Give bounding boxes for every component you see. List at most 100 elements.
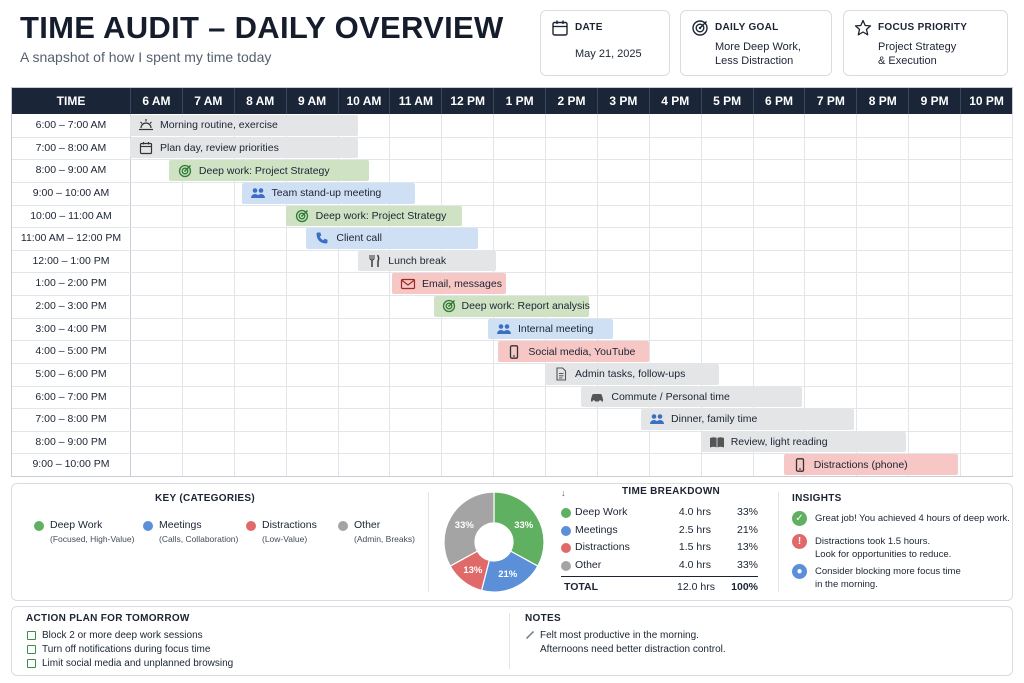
- total-hours: 12.0 hrs: [677, 581, 715, 593]
- alert-icon: !: [792, 534, 807, 549]
- insights-title: INSIGHTS: [792, 493, 842, 504]
- grid-line: [12, 295, 1012, 296]
- activity-label: Client call: [336, 232, 382, 245]
- lightbulb-icon: ●: [792, 564, 807, 579]
- breakdown-dot: [561, 525, 571, 536]
- activity-block[interactable]: Team stand-up meeting: [241, 182, 416, 204]
- grid-line: [12, 408, 1012, 410]
- star-icon: [854, 19, 872, 36]
- row-time-label: 6:00 – 7:00 PM: [35, 390, 107, 403]
- grid-line: [12, 227, 1012, 229]
- activity-block[interactable]: Review, light reading: [700, 431, 906, 453]
- action-plan-title: ACTION PLAN FOR TOMORROW: [26, 613, 190, 624]
- total-label: TOTAL: [564, 581, 599, 593]
- envelope-icon: [400, 277, 416, 291]
- activity-block[interactable]: Distractions (phone): [783, 454, 958, 475]
- grid-line: [12, 385, 1012, 387]
- breakdown-dot: [561, 543, 571, 553]
- grid-line: [1012, 114, 1013, 476]
- activity-block[interactable]: Internal meeting: [487, 318, 613, 340]
- action-checkbox[interactable]: [27, 659, 36, 668]
- grid-line: [12, 181, 1012, 183]
- goal-line-2: Less Distraction: [715, 55, 794, 67]
- activity-block[interactable]: Deep work: Report analysis: [433, 296, 590, 317]
- hour-header: 10 AM: [337, 88, 390, 114]
- activity-block[interactable]: Admin tasks, follow-ups: [545, 363, 719, 385]
- hour-header: 9 PM: [908, 88, 960, 114]
- divider: [509, 613, 510, 669]
- breakdown-dot: [561, 560, 571, 571]
- category-name: Distractions: [262, 519, 317, 531]
- smartphone-icon: [792, 457, 808, 472]
- calendar-icon: [552, 20, 568, 36]
- schedule-header: TIME 6 AM 7 AM 8 AM 9 AM 10 AM 11 AM 12 PM 1 PM…: [12, 88, 1012, 114]
- phone-icon: [314, 231, 330, 245]
- activity-block[interactable]: Plan day, review priorities: [130, 137, 359, 159]
- category-desc: (Focused, High-Value): [50, 534, 135, 544]
- pie-slice: [480, 550, 539, 593]
- grid-line: [12, 453, 1012, 455]
- activity-block[interactable]: Social media, YouTube: [498, 341, 649, 362]
- key-title: KEY (CATEGORIES): [155, 493, 255, 504]
- activity-block[interactable]: Commute / Personal time: [581, 386, 802, 408]
- activity-block[interactable]: Email, messages: [392, 273, 507, 294]
- activity-label: Commute / Personal time: [611, 390, 730, 403]
- insight-text: Great job! You achieved 4 hours of deep …: [815, 513, 1010, 524]
- action-item: Block 2 or more deep work sessions: [42, 630, 203, 641]
- activity-block[interactable]: Dinner, family time: [641, 409, 854, 430]
- target-icon: [294, 209, 310, 223]
- grid-line: [12, 272, 1012, 274]
- action-item: Limit social media and unplanned browsin…: [42, 658, 234, 669]
- goal-label: DAILY GOAL: [715, 22, 779, 33]
- activity-block[interactable]: Deep work: Project Strategy: [285, 205, 463, 227]
- grid-line: [12, 204, 1012, 206]
- hour-header: 12 PM: [441, 88, 493, 114]
- action-checkbox[interactable]: [27, 645, 36, 654]
- breakdown-category: Meetings: [575, 523, 618, 536]
- focus-label: FOCUS PRIORITY: [878, 22, 968, 33]
- row-time-label: 5:00 – 6:00 PM: [35, 367, 107, 380]
- category-desc: (Low-Value): [262, 534, 308, 544]
- row-time-label: 8:00 – 9:00 AM: [35, 164, 107, 177]
- insight-text: Consider blocking more focus time: [815, 566, 961, 577]
- activity-label: Deep work: Project Strategy: [315, 209, 447, 222]
- hour-header: 6 AM: [130, 88, 182, 114]
- focus-line-1: Project Strategy: [878, 41, 957, 53]
- row-time-label: 11:00 AM – 12:00 PM: [20, 232, 122, 245]
- breakdown-category: Other: [575, 558, 602, 571]
- hour-header: 8 PM: [856, 88, 908, 114]
- breakdown-percent: 33%: [736, 558, 758, 571]
- activity-label: Plan day, review priorities: [160, 141, 279, 154]
- activity-block[interactable]: Morning routine, exercise: [130, 115, 359, 136]
- target-icon: [177, 164, 193, 178]
- time-column-header: TIME: [56, 94, 86, 108]
- category-dot: [143, 521, 153, 531]
- hour-header: 3 PM: [596, 88, 649, 114]
- activity-block[interactable]: Deep work: Project Strategy: [168, 160, 369, 181]
- pie-slice-label: 33%: [455, 520, 475, 531]
- note-line-1: Felt most productive in the morning.: [540, 630, 699, 641]
- people-icon: [250, 186, 266, 200]
- row-time-label: 6:00 – 7:00 AM: [35, 119, 107, 131]
- focus-priority-card: FOCUS PRIORITY Project Strategy & Execut…: [843, 10, 1008, 76]
- hour-header: 1 PM: [493, 88, 545, 114]
- row-time-label: 2:00 – 3:00 PM: [35, 300, 107, 312]
- activity-label: Email, messages: [422, 277, 502, 290]
- summary-panel: KEY (CATEGORIES) Deep Work (Focused, High…: [11, 483, 1013, 601]
- activity-label: Admin tasks, follow-ups: [575, 368, 686, 381]
- hour-header: 2 PM: [545, 88, 597, 114]
- category-dot: [246, 521, 256, 531]
- focus-line-2: & Execution: [878, 55, 937, 67]
- target-icon: [442, 299, 456, 313]
- activity-block[interactable]: Lunch break: [358, 250, 496, 272]
- row-time-label: 10:00 – 11:00 AM: [30, 209, 112, 222]
- hour-header: 8 AM: [233, 88, 286, 114]
- action-checkbox[interactable]: [27, 631, 36, 640]
- row-time-label: 8:00 – 9:00 PM: [35, 435, 107, 448]
- activity-label: Lunch break: [388, 255, 447, 268]
- breakdown-hours: 4.0 hrs: [678, 506, 711, 518]
- activity-block[interactable]: Client call: [306, 228, 478, 249]
- divider: [778, 492, 779, 592]
- people-icon: [496, 322, 512, 336]
- daily-goal-card: DAILY GOAL More Deep Work, Less Distract…: [680, 10, 832, 76]
